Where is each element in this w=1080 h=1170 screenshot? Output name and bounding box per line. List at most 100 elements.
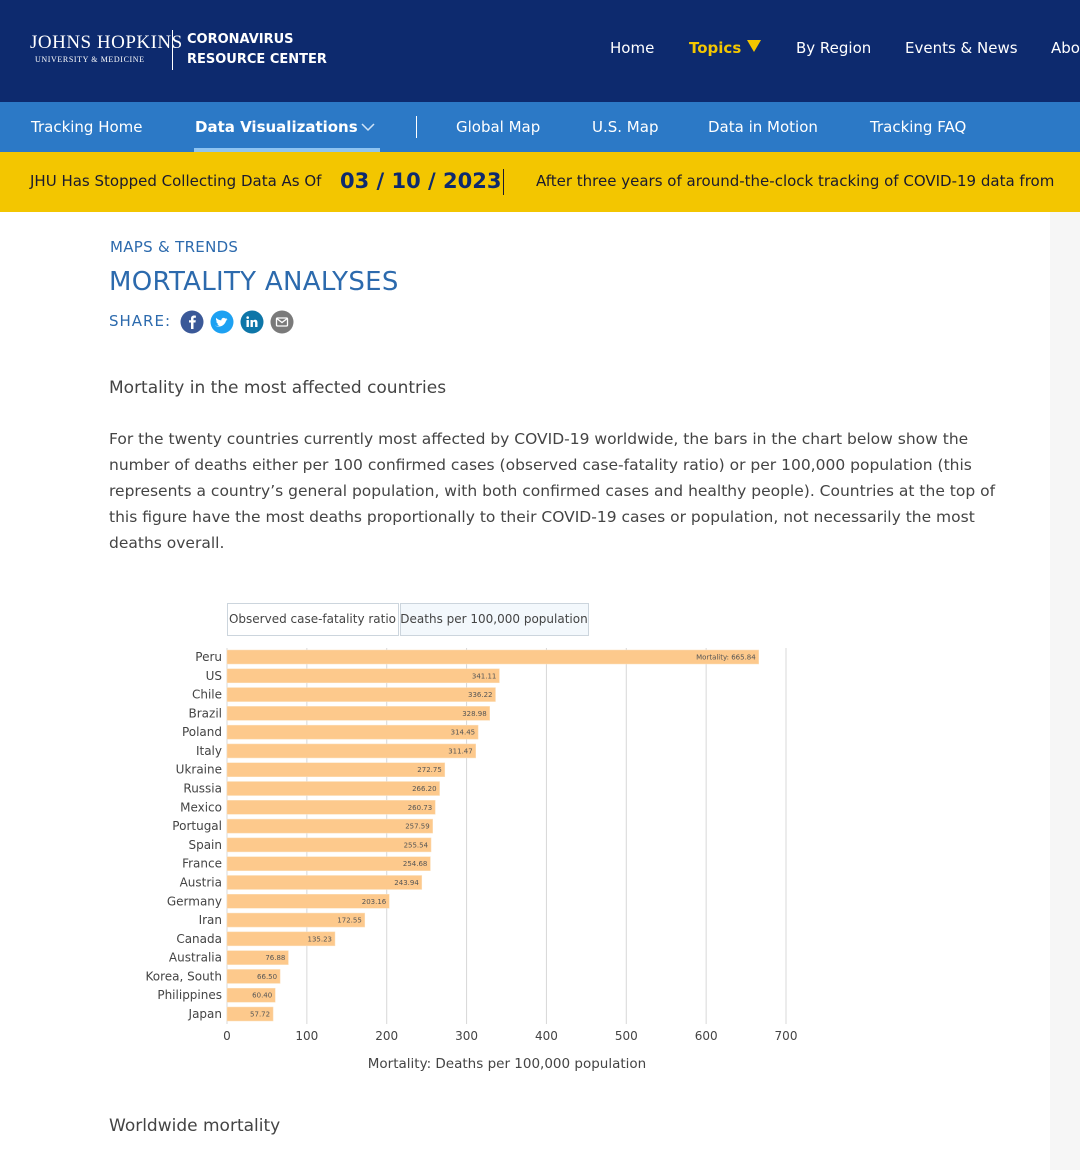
share-label: SHARE: xyxy=(109,312,172,330)
bar xyxy=(226,706,490,721)
bar xyxy=(226,743,476,759)
chevron xyxy=(361,123,375,132)
active-underline xyxy=(194,148,380,152)
bar xyxy=(226,950,289,965)
category-label: Brazil xyxy=(189,706,223,720)
value-label: 60.40 xyxy=(252,992,272,1000)
logo-subtitle: UNIVERSITY & MEDICINE xyxy=(35,55,145,64)
value-label: 328.98 xyxy=(462,710,487,718)
icon-glyph xyxy=(246,316,249,319)
chart: Observed case-fatality ratio Deaths per 1… xyxy=(145,603,797,1072)
category-label: Italy xyxy=(196,744,222,758)
banner-message[interactable]: After three years of around-the-clock tr… xyxy=(536,172,1055,190)
value-label: 203.16 xyxy=(362,898,387,906)
banner-label: JHU Has Stopped Collecting Data As Of xyxy=(30,172,322,190)
x-axis-title: Mortality: Deaths per 100,000 population xyxy=(368,1056,646,1072)
sub-nav-link[interactable]: Tracking FAQ xyxy=(870,118,967,136)
icon-glyph xyxy=(189,315,196,329)
bar xyxy=(226,894,390,909)
nav-link[interactable]: About xyxy=(1051,39,1080,57)
category-label: Iran xyxy=(199,913,222,927)
x-tick-label: 100 xyxy=(295,1029,318,1043)
toggle-label[interactable]: Deaths per 100,000 population xyxy=(400,612,587,626)
value-label: 66.50 xyxy=(257,973,277,981)
bar xyxy=(226,931,336,947)
email-icon[interactable] xyxy=(270,310,294,334)
bar xyxy=(226,1006,274,1022)
triangle xyxy=(747,40,761,52)
side-strip xyxy=(1050,212,1080,1170)
category-label: Austria xyxy=(180,875,222,889)
category-label: Germany xyxy=(167,894,222,908)
linkedin-icon[interactable] xyxy=(240,310,264,334)
icon-glyph xyxy=(275,317,289,327)
value-label: 257.59 xyxy=(405,823,430,831)
toggle-button[interactable] xyxy=(400,603,589,636)
twitter-icon[interactable] xyxy=(210,310,234,334)
category-label: US xyxy=(206,669,222,683)
chevron-path xyxy=(361,123,375,132)
bar xyxy=(226,969,281,984)
x-tick-label: 200 xyxy=(375,1029,398,1043)
eyebrow[interactable]: MAPS & TRENDS xyxy=(110,238,239,256)
toggle-button[interactable] xyxy=(227,603,399,636)
value-label: 336.22 xyxy=(468,691,493,699)
bar xyxy=(226,987,276,1003)
share-icons xyxy=(180,310,294,334)
category-label: Portugal xyxy=(172,819,222,833)
site-name[interactable]: RESOURCE CENTER xyxy=(187,52,327,67)
nav-link[interactable]: By Region xyxy=(796,39,872,57)
facebook-icon[interactable] xyxy=(180,310,204,334)
category-label: Peru xyxy=(195,650,222,664)
sub-nav-link[interactable]: Data in Motion xyxy=(708,118,818,136)
bar xyxy=(226,649,759,665)
section-heading: Mortality in the most affected countries xyxy=(109,378,447,398)
value-label: 135.23 xyxy=(307,935,332,943)
icon-glyph xyxy=(276,317,288,324)
sub-nav-link[interactable]: U.S. Map xyxy=(592,118,659,136)
value-label: 266.20 xyxy=(412,785,437,793)
value-label: 254.68 xyxy=(403,860,428,868)
category-label: Australia xyxy=(169,951,222,965)
sub-nav-link[interactable]: Tracking Home xyxy=(31,118,143,136)
value-label: 272.75 xyxy=(417,766,442,774)
value-label: 57.72 xyxy=(250,1011,270,1019)
divider xyxy=(503,169,504,195)
icon-glyph xyxy=(250,319,258,327)
icon-glyph xyxy=(215,317,228,327)
nav-link[interactable]: Home xyxy=(610,39,655,57)
page-title: MORTALITY ANALYSES xyxy=(109,267,399,297)
value-label: 314.45 xyxy=(451,729,476,737)
category-label: Mexico xyxy=(180,800,222,814)
category-label: Poland xyxy=(182,725,222,739)
nav-link[interactable]: Topics xyxy=(689,39,742,57)
bar xyxy=(226,687,496,702)
value-label: 260.73 xyxy=(408,804,433,812)
icon-glyph xyxy=(246,320,249,327)
category-label: Ukraine xyxy=(176,763,222,777)
sub-nav-link[interactable]: Global Map xyxy=(456,118,541,136)
x-tick-label: 300 xyxy=(455,1029,478,1043)
value-label: 172.55 xyxy=(337,917,362,925)
nav-link[interactable]: Events & News xyxy=(905,39,1018,57)
value-label: Mortality: 665.84 xyxy=(696,654,756,662)
toggle-label[interactable]: Observed case-fatality ratio xyxy=(229,612,396,626)
site-name[interactable]: CORONAVIRUS xyxy=(187,32,294,47)
value-label: 311.47 xyxy=(448,747,473,755)
bar xyxy=(226,837,432,853)
logo-divider xyxy=(172,30,173,70)
bar xyxy=(226,875,423,890)
bar xyxy=(226,781,440,796)
dropdown-icon xyxy=(747,40,761,52)
top-header: JOHNS HOPKINS UNIVERSITY & MEDICINE CORO… xyxy=(0,0,1080,102)
value-label: 76.88 xyxy=(265,954,285,962)
category-label: Canada xyxy=(176,932,222,946)
sub-nav-link[interactable]: Data Visualizations xyxy=(195,118,358,136)
value-label: 255.54 xyxy=(404,841,429,849)
logo-title[interactable]: JOHNS HOPKINS xyxy=(30,32,183,53)
banner: JHU Has Stopped Collecting Data As Of 03… xyxy=(0,152,1080,212)
category-label: France xyxy=(182,857,222,871)
category-label: Russia xyxy=(183,782,222,796)
bar xyxy=(226,762,446,777)
